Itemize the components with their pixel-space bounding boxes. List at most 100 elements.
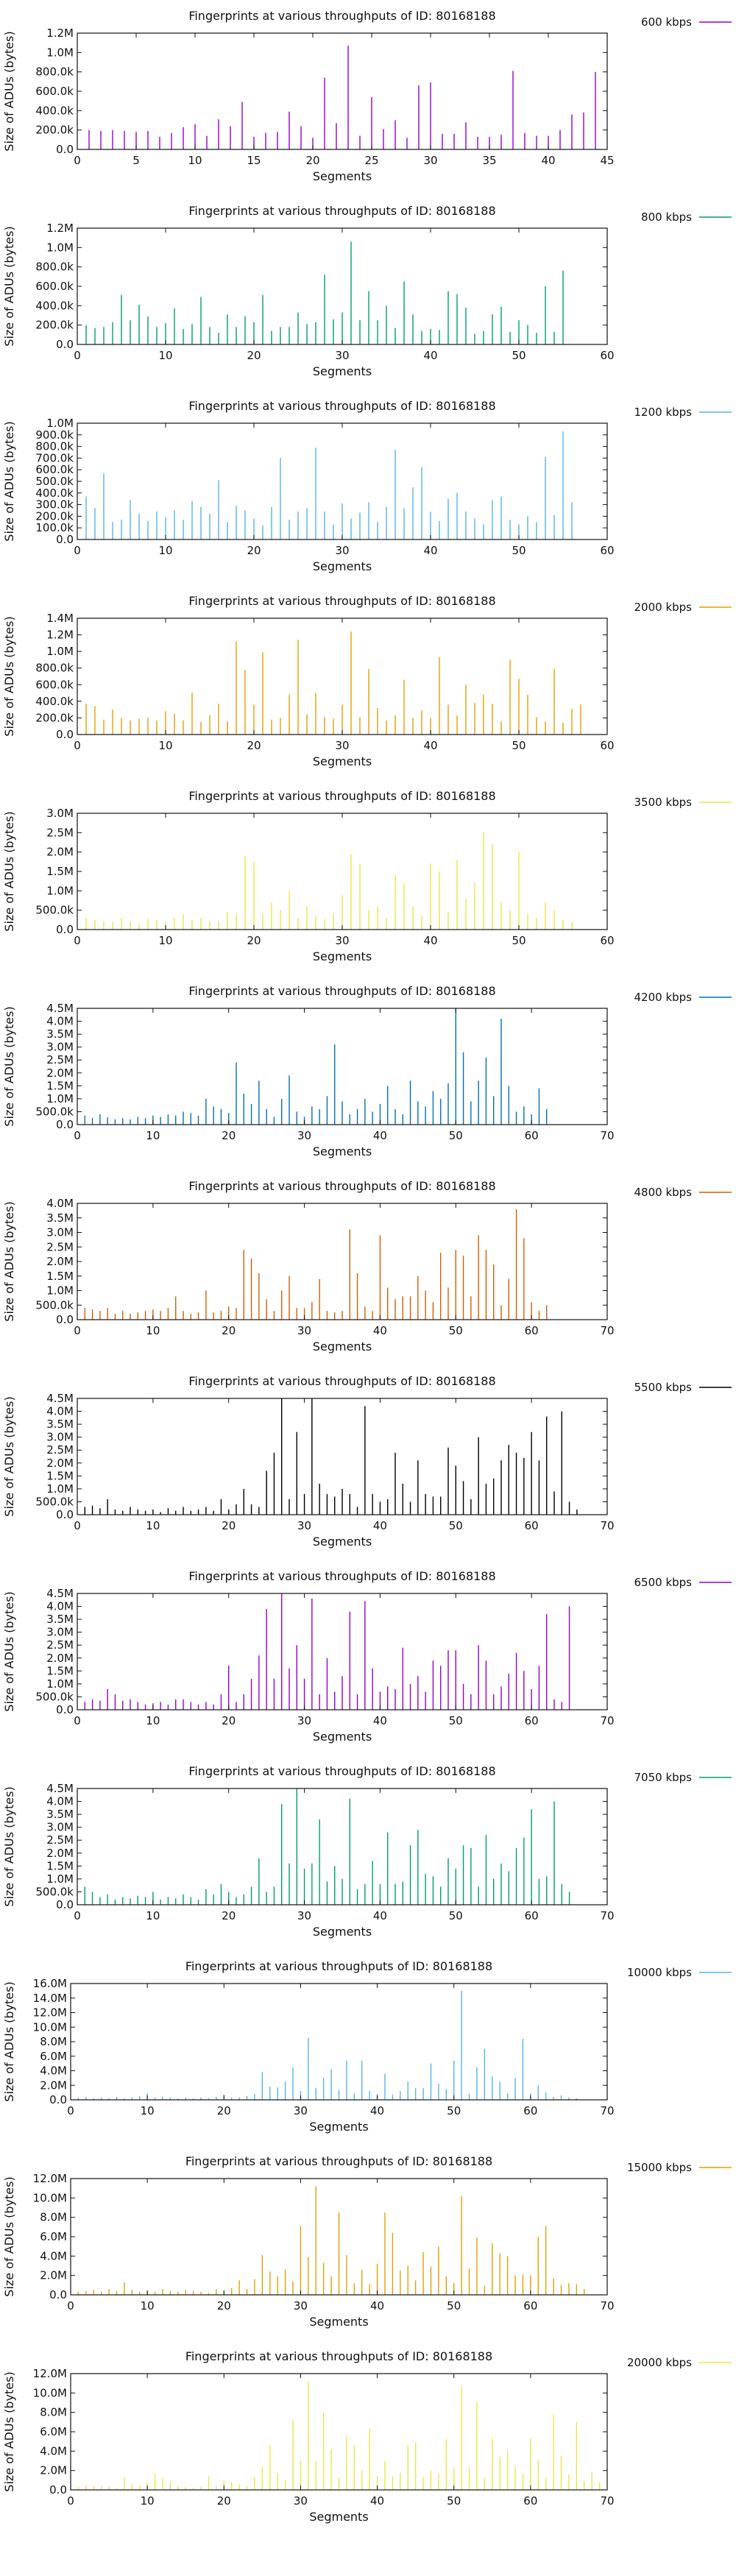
x-tick-label: 20: [217, 2299, 231, 2313]
x-tick-label: 20: [222, 1129, 236, 1142]
x-tick-label: 0: [74, 544, 81, 557]
chart-panel: Fingerprints at various throughputs of I…: [2, 2154, 732, 2329]
y-tick-label: 3.5M: [46, 1027, 74, 1041]
y-tick-label: 900.0k: [35, 428, 74, 442]
x-tick-label: 10: [158, 349, 172, 362]
y-tick-label: 1.0M: [46, 1284, 74, 1298]
y-tick-label: 1.5M: [46, 1270, 74, 1283]
x-tick-label: 15: [247, 154, 261, 167]
y-tick-label: 1.0M: [46, 1872, 74, 1886]
y-tick-label: 16.0M: [33, 1977, 67, 1990]
x-tick-label: 30: [297, 1714, 311, 1727]
x-tick-label: 20: [247, 349, 261, 362]
legend-label: 600 kbps: [641, 15, 692, 29]
y-tick-label: 2.0M: [46, 1066, 74, 1080]
y-tick-label: 1.2M: [46, 629, 74, 642]
x-tick-label: 0: [74, 1324, 81, 1337]
x-axis-label: Segments: [313, 949, 372, 963]
y-tick-label: 12.0M: [33, 2006, 67, 2020]
y-tick-label: 300.0k: [35, 498, 74, 512]
x-tick-label: 40: [423, 349, 437, 362]
y-tick-label: 2.0M: [46, 1255, 74, 1268]
legend-label: 800 kbps: [641, 210, 692, 224]
x-tick-label: 30: [297, 1324, 311, 1337]
x-tick-label: 25: [364, 154, 378, 167]
y-tick-label: 10.0M: [33, 2386, 67, 2399]
y-tick-label: 200.0k: [35, 711, 74, 724]
chart-title: Fingerprints at various throughputs of I…: [185, 2154, 492, 2168]
y-tick-label: 8.0M: [40, 2211, 67, 2224]
y-tick-label: 400.0k: [35, 299, 74, 312]
y-tick-label: 3.0M: [46, 1821, 74, 1834]
x-tick-label: 10: [141, 2104, 155, 2117]
y-tick-label: 400.0k: [35, 695, 74, 708]
y-tick-label: 2.0M: [46, 1847, 74, 1860]
x-tick-label: 5: [132, 154, 140, 167]
x-tick-label: 60: [600, 739, 614, 752]
x-axis-label: Segments: [313, 169, 372, 183]
y-tick-label: 10.0M: [33, 2020, 67, 2034]
y-tick-label: 4.0M: [40, 2249, 67, 2262]
x-tick-label: 60: [600, 349, 614, 362]
y-tick-label: 0.0: [56, 1118, 74, 1131]
x-tick-label: 60: [600, 544, 614, 557]
chart-title: Fingerprints at various throughputs of I…: [188, 1179, 495, 1193]
legend-label: 20000 kbps: [627, 2356, 692, 2369]
y-tick-label: 4.0M: [46, 1197, 74, 1210]
x-tick-label: 40: [541, 154, 555, 167]
x-tick-label: 40: [373, 1714, 387, 1727]
plot-frame: [70, 2178, 608, 2296]
chart-title: Fingerprints at various throughputs of I…: [188, 204, 495, 218]
y-axis-label: Size of ADUs (bytes): [2, 1201, 16, 1321]
x-tick-label: 0: [74, 1129, 81, 1142]
y-tick-label: 3.5M: [46, 1418, 74, 1431]
y-tick-label: 1.5M: [46, 1079, 74, 1092]
y-tick-label: 500.0k: [35, 1298, 74, 1312]
x-tick-label: 20: [217, 2494, 231, 2508]
x-tick-label: 60: [525, 1519, 539, 1532]
y-tick-label: 0.0: [56, 1508, 74, 1521]
y-tick-label: 4.0M: [46, 1015, 74, 1028]
y-tick-label: 2.5M: [46, 1053, 74, 1066]
plot-frame: [70, 1983, 608, 2101]
chart-panel: Fingerprints at various throughputs of I…: [2, 399, 732, 573]
x-tick-label: 50: [449, 1714, 463, 1727]
x-axis-label: Segments: [313, 1730, 372, 1744]
plot-frame: [77, 1593, 608, 1710]
x-tick-label: 60: [525, 1324, 539, 1337]
x-tick-label: 50: [449, 1519, 463, 1532]
y-tick-label: 4.5M: [46, 1392, 74, 1405]
x-tick-label: 40: [370, 2494, 384, 2508]
chart-panel: Fingerprints at various throughputs of I…: [2, 1764, 732, 1939]
chart-title: Fingerprints at various throughputs of I…: [188, 1569, 495, 1583]
x-tick-label: 60: [525, 1909, 539, 1922]
x-tick-label: 70: [600, 1519, 614, 1532]
x-axis-label: Segments: [313, 1535, 372, 1549]
y-tick-label: 1.0M: [46, 645, 74, 658]
legend-label: 3500 kbps: [634, 796, 693, 809]
y-tick-label: 400.0k: [35, 104, 74, 117]
x-tick-label: 10: [141, 2494, 155, 2508]
y-tick-label: 4.5M: [46, 1002, 74, 1015]
x-tick-label: 20: [222, 1714, 236, 1727]
x-tick-label: 0: [74, 1909, 81, 1922]
y-tick-label: 4.0M: [40, 2064, 67, 2078]
chart-panel: Fingerprints at various throughputs of I…: [2, 594, 732, 768]
y-tick-label: 500.0k: [35, 1495, 74, 1508]
x-tick-label: 0: [74, 349, 81, 362]
y-axis-label: Size of ADUs (bytes): [2, 2176, 16, 2296]
x-tick-label: 20: [247, 739, 261, 752]
y-tick-label: 1.0M: [46, 46, 74, 59]
y-tick-label: 500.0k: [35, 904, 74, 917]
y-tick-label: 2.0M: [40, 2269, 67, 2282]
y-tick-label: 1.0M: [46, 1092, 74, 1105]
x-tick-label: 30: [335, 544, 349, 557]
x-tick-label: 0: [67, 2299, 74, 2313]
plot-frame: [77, 618, 608, 735]
chart-panel: Fingerprints at various throughputs of I…: [2, 1569, 732, 1744]
y-tick-label: 0.0: [49, 2483, 67, 2497]
y-tick-label: 500.0k: [35, 475, 74, 488]
x-tick-label: 10: [158, 934, 172, 947]
legend-label: 10000 kbps: [627, 1966, 692, 1979]
